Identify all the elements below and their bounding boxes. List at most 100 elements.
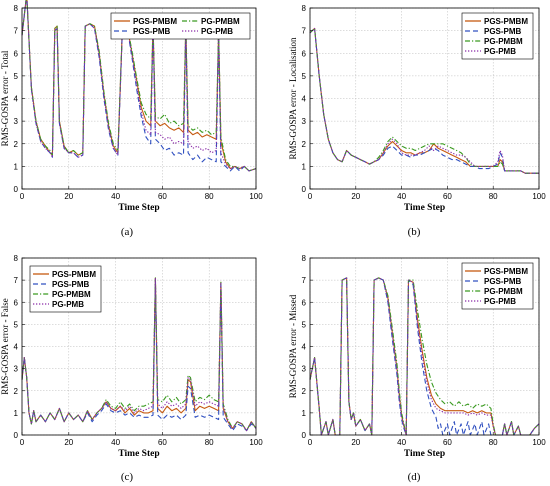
legend-label: PG-PMB <box>484 297 516 306</box>
y-tick-label: 2 <box>14 387 19 396</box>
x-tick-label: 100 <box>532 438 546 447</box>
legend-label: PGS-PMBM <box>484 17 528 26</box>
x-tick-label: 0 <box>308 192 313 201</box>
chart-panel-a: 0 20 40 60 80 100 0 1 2 3 4 5 6 7 8 Time Step RMS-GOSPA … <box>0 0 263 238</box>
y-tick-label: 5 <box>302 72 307 81</box>
x-axis-label: Time Step <box>404 203 445 213</box>
y-tick-label: 0 <box>14 185 19 194</box>
x-tick-label: 100 <box>249 192 263 201</box>
y-tick-label: 5 <box>14 72 19 81</box>
y-tick-label: 0 <box>302 185 307 194</box>
y-tick-label: 7 <box>302 276 307 285</box>
y-tick-label: 1 <box>302 409 307 418</box>
x-tick-label: 60 <box>158 192 167 201</box>
x-tick-label: 40 <box>397 438 406 447</box>
chart-panel-c: 0 20 40 60 80 100 0 1 2 3 4 5 6 7 8 Time Step RMS-GOSPA … <box>0 254 263 483</box>
series-line-pg-pmb <box>21 0 257 172</box>
x-tick-label: 60 <box>443 438 452 447</box>
x-tick-label: 20 <box>64 438 73 447</box>
chart-panel-b: 0 20 40 60 80 100 0 1 2 3 4 5 6 7 8 Time Step RMS-GOSPA … <box>288 4 546 238</box>
series-line-pg-pmb <box>309 277 540 436</box>
y-tick-label: 2 <box>302 140 307 149</box>
x-tick-label: 0 <box>20 438 25 447</box>
y-tick-label: 6 <box>14 298 19 307</box>
y-tick-label: 7 <box>302 27 307 36</box>
y-tick-label: 3 <box>302 117 307 126</box>
y-axis-label: RMS-GOSPA error - Missed <box>288 294 298 398</box>
y-axis-label: RMS-GOSPA error - False <box>0 298 10 394</box>
legend-label: PGS-PMB <box>133 27 171 36</box>
x-tick-label: 40 <box>111 192 120 201</box>
x-tick-label: 40 <box>397 192 406 201</box>
x-tick-label: 80 <box>205 192 214 201</box>
legend-label: PG-PMB <box>201 27 233 36</box>
series-line-pg-pmb <box>309 27 539 174</box>
y-tick-label: 8 <box>14 4 19 13</box>
x-tick-label: 0 <box>308 438 313 447</box>
x-tick-label: 20 <box>64 192 73 201</box>
panel-caption: (a) <box>121 226 134 238</box>
y-tick-label: 4 <box>302 343 307 352</box>
legend-label: PG-PMBM <box>52 290 91 299</box>
y-tick-label: 2 <box>14 140 19 149</box>
y-tick-label: 1 <box>302 162 307 171</box>
y-tick-label: 1 <box>14 409 19 418</box>
series-line-pgs-pmb <box>21 279 257 432</box>
y-tick-label: 6 <box>302 49 307 58</box>
y-tick-label: 7 <box>14 27 19 36</box>
x-tick-label: 100 <box>532 192 546 201</box>
x-tick-label: 80 <box>205 438 214 447</box>
y-tick-label: 3 <box>302 365 307 374</box>
y-tick-label: 0 <box>302 431 307 440</box>
x-tick-label: 60 <box>158 438 167 447</box>
x-tick-label: 60 <box>443 192 452 201</box>
y-tick-label: 4 <box>14 343 19 352</box>
legend-label: PG-PMB <box>484 47 516 56</box>
series-line-pgs-pmbm <box>21 277 257 432</box>
legend-label: PG-PMBM <box>484 37 523 46</box>
legend-label: PG-PMB <box>52 300 84 309</box>
legend-label: PGS-PMBM <box>133 17 177 26</box>
legend-label: PGS-PMBM <box>52 270 96 279</box>
x-tick-label: 100 <box>249 438 263 447</box>
y-tick-label: 4 <box>302 95 307 104</box>
y-tick-label: 6 <box>302 298 307 307</box>
y-tick-label: 8 <box>302 254 307 263</box>
y-tick-label: 2 <box>302 387 307 396</box>
y-tick-label: 8 <box>302 4 307 13</box>
x-tick-label: 80 <box>489 192 498 201</box>
y-tick-label: 7 <box>14 276 19 285</box>
panel-caption: (b) <box>408 226 421 238</box>
legend-label: PGS-PMB <box>484 277 522 286</box>
legend-label: PGS-PMBM <box>484 267 528 276</box>
x-tick-label: 20 <box>351 438 360 447</box>
y-tick-label: 5 <box>14 320 19 329</box>
y-tick-label: 4 <box>14 95 19 104</box>
legend-label: PG-PMBM <box>201 17 240 26</box>
panel-caption: (c) <box>121 471 134 483</box>
y-axis-label: RMS-GOSPA error - Localisation <box>288 37 298 159</box>
legend-box <box>110 12 251 40</box>
y-axis-label: RMS-GOSPA error - Total <box>0 50 10 146</box>
x-tick-label: 20 <box>351 192 360 201</box>
y-tick-label: 1 <box>14 162 19 171</box>
legend-label: PGS-PMB <box>52 280 90 289</box>
legend-label: PG-PMBM <box>484 287 523 296</box>
legend-label: PGS-PMB <box>484 27 522 36</box>
y-tick-label: 0 <box>14 431 19 440</box>
y-tick-label: 8 <box>14 254 19 263</box>
series-line-pg-pmbm <box>21 277 257 432</box>
series-line-pg-pmbm <box>309 27 539 174</box>
chart-panel-d: 0 20 40 60 80 100 0 1 2 3 4 5 6 7 8 Time Step RMS-GOSPA … <box>288 254 546 483</box>
x-tick-label: 0 <box>20 192 25 201</box>
y-tick-label: 6 <box>14 49 19 58</box>
x-axis-label: Time Step <box>404 449 445 459</box>
panel-caption: (d) <box>408 471 421 483</box>
y-tick-label: 3 <box>14 117 19 126</box>
series-line-pgs-pmb <box>309 27 539 174</box>
